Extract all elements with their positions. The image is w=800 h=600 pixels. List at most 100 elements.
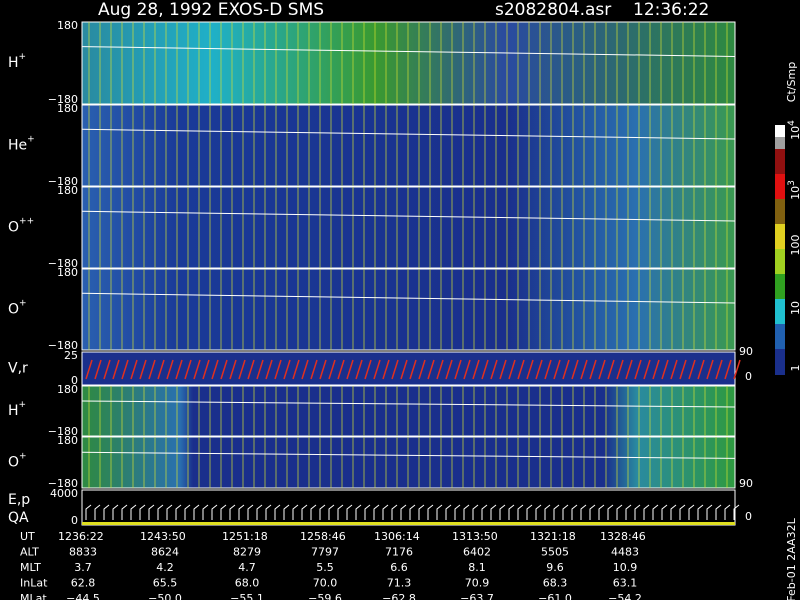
vector: [724, 359, 732, 380]
ion: E,p: [8, 492, 30, 508]
qa-bar: [82, 522, 735, 525]
panel-label: He+: [8, 134, 35, 154]
vector: [562, 504, 569, 520]
file-name: s2082804.asr: [495, 0, 611, 20]
vector: [301, 504, 308, 520]
vector: [139, 504, 146, 520]
tick-label: 25: [64, 349, 78, 362]
vector: [526, 359, 534, 380]
trace: [81, 46, 736, 57]
vector: [598, 359, 606, 380]
vector: [454, 359, 462, 380]
vector: [679, 504, 686, 520]
ion: O: [8, 302, 19, 318]
vector: [121, 504, 128, 520]
vector: [193, 504, 200, 520]
row-value: 63.1: [613, 577, 638, 590]
vector: [265, 359, 273, 380]
base: 10: [789, 301, 800, 315]
row-value: −59.6: [308, 592, 342, 600]
row-value: 3.7: [74, 561, 92, 574]
color-step: [775, 149, 785, 174]
row-value: 4483: [611, 546, 639, 559]
row-label: MLT: [20, 561, 41, 574]
vector: [616, 359, 624, 380]
time: 12:36:22: [633, 0, 709, 20]
vector: [130, 504, 137, 520]
vector: [382, 504, 389, 520]
vector: [211, 504, 218, 520]
tick-label: 180: [57, 184, 78, 197]
panel-label: H+: [8, 52, 26, 72]
vector: [517, 504, 524, 520]
vector: [661, 504, 668, 520]
vector: [247, 504, 254, 520]
trace: [81, 128, 736, 140]
vector: [238, 504, 245, 520]
vector: [562, 359, 570, 380]
texture: [82, 22, 735, 104]
vector: [472, 359, 480, 380]
base: 1: [789, 365, 800, 372]
texture: [82, 437, 735, 488]
vector: [391, 359, 399, 380]
row-value: 68.0: [235, 577, 260, 590]
row-label: ALT: [20, 546, 39, 559]
row-value: 1313:50: [452, 530, 498, 543]
vector: [670, 359, 678, 380]
vector: [247, 359, 255, 380]
charge: ++: [19, 216, 34, 226]
vector: [364, 359, 372, 380]
color-step: [775, 125, 785, 137]
tick-label: 0: [71, 374, 78, 387]
vector: [184, 359, 192, 380]
right-tick-label: 90: [739, 477, 753, 490]
vector: [274, 359, 282, 380]
vector: [202, 504, 209, 520]
vector: [445, 504, 452, 520]
vector: [292, 504, 299, 520]
row-value: 65.5: [153, 577, 178, 590]
row-value: 71.3: [387, 577, 412, 590]
tick-label: −180: [48, 425, 78, 438]
side-label: Feb-01 2AA32L: [785, 517, 798, 600]
vector: [634, 359, 642, 380]
color-step: [775, 137, 785, 149]
row-value: 7797: [311, 546, 339, 559]
vector: [688, 359, 696, 380]
vector: [274, 504, 281, 520]
colorbar-label: 100: [789, 235, 800, 256]
color-step: [775, 299, 785, 324]
vector: [355, 504, 362, 520]
panel-label: V,r: [8, 361, 28, 377]
vector: [553, 359, 561, 380]
vector: [337, 359, 345, 380]
colorbar-unit: Ct/Smp: [785, 62, 798, 102]
row-value: 1306:14: [374, 530, 420, 543]
vector: [409, 359, 417, 380]
vector: [346, 359, 354, 380]
vector: [535, 359, 543, 380]
vector: [121, 359, 129, 380]
vector: [616, 504, 623, 520]
vector: [706, 359, 714, 380]
tick-label: −180: [48, 93, 78, 106]
vector: [418, 359, 426, 380]
vector: [733, 504, 740, 520]
panel-label: O+: [8, 298, 27, 318]
vector: [310, 359, 318, 380]
vector: [652, 504, 659, 520]
tick-label: 180: [57, 434, 78, 447]
tick-label: −180: [48, 339, 78, 352]
tick-label: 180: [57, 266, 78, 279]
vector: [220, 359, 228, 380]
vector: [103, 359, 111, 380]
vector: [148, 504, 155, 520]
row-value: 8.1: [468, 561, 486, 574]
row-value: 1328:46: [600, 530, 646, 543]
vector: [418, 504, 425, 520]
vector: [175, 504, 182, 520]
tick-label: 0: [71, 514, 78, 527]
row-value: 8624: [151, 546, 179, 559]
row-label: UT: [20, 530, 35, 543]
